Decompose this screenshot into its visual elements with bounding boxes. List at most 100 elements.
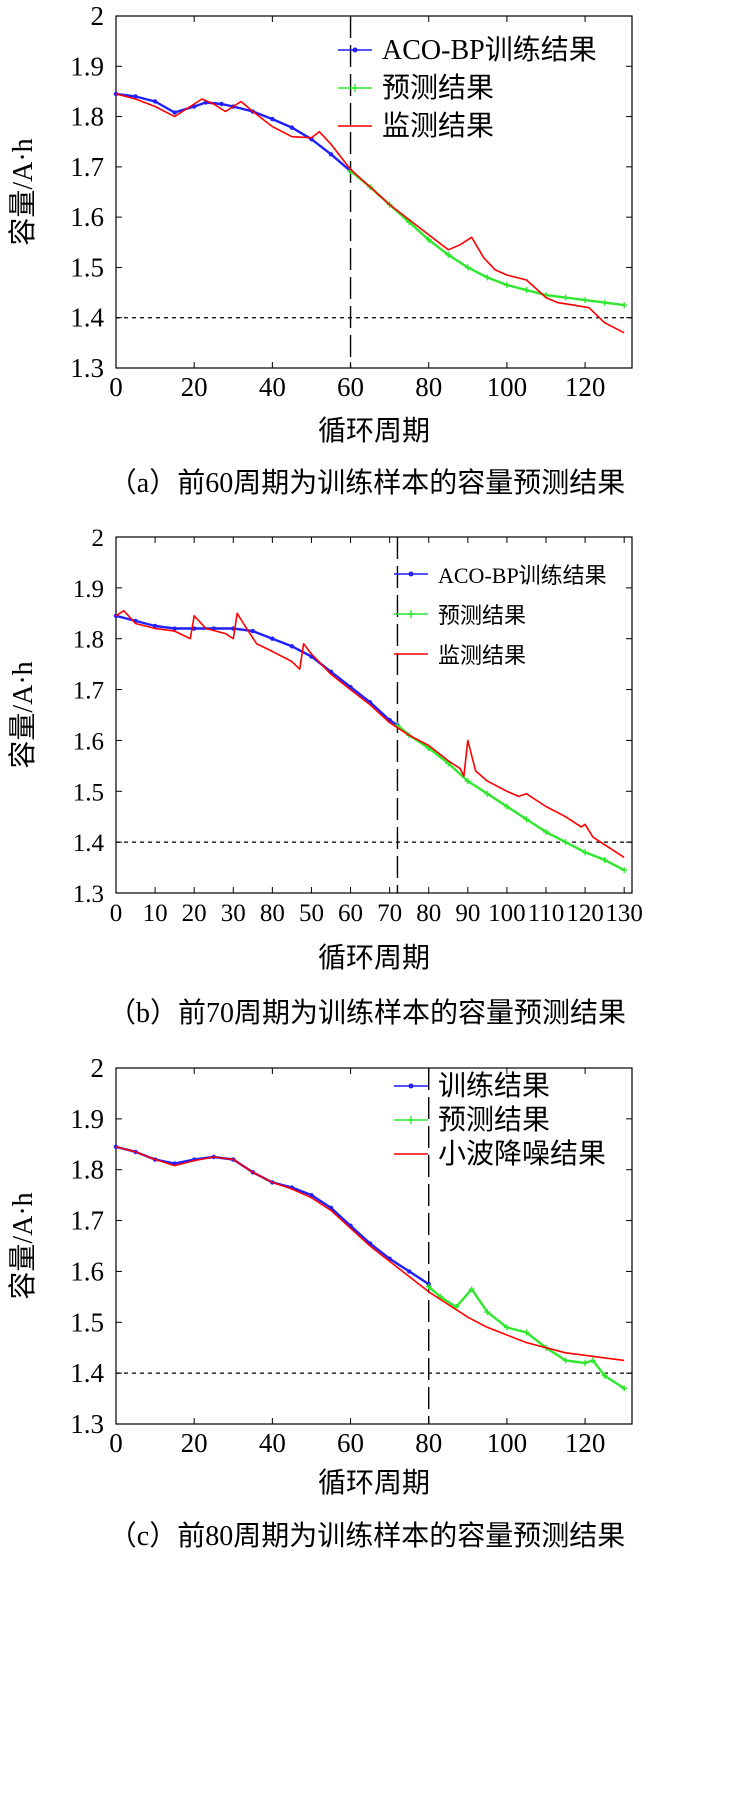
- legend-label: 小波降噪结果: [438, 1138, 606, 1170]
- x-tick-label: 60: [337, 372, 364, 402]
- data-point: [425, 236, 432, 243]
- data-point: [270, 636, 275, 641]
- data-point: [152, 623, 158, 629]
- y-tick-label: 1.9: [70, 51, 104, 81]
- data-point: [562, 294, 569, 301]
- data-point: [425, 1283, 432, 1290]
- y-tick-label: 2: [92, 525, 105, 552]
- chart-panel-b: 1.31.41.51.61.71.81.920 10 20 30 80 50 60 70 80 9…: [7, 525, 643, 1029]
- y-tick-label: 1.8: [70, 102, 104, 132]
- legend-marker: [351, 84, 359, 92]
- data-point: [484, 790, 491, 797]
- y-axis-title: 容量/A·h: [7, 138, 39, 245]
- x-axis-title: 循环周期: [318, 942, 430, 974]
- legend-label: 监测结果: [438, 643, 526, 668]
- x-tick-label: 50: [299, 900, 324, 927]
- x-tick-label: 0: [109, 372, 123, 402]
- data-point: [562, 839, 569, 846]
- data-point: [328, 152, 334, 157]
- y-tick-label: 1.8: [70, 1155, 104, 1185]
- x-tick-label: 20: [181, 372, 208, 402]
- x-tick-label: 80: [416, 900, 441, 927]
- data-point: [503, 282, 510, 289]
- y-tick-label: 1.6: [73, 728, 104, 755]
- data-point: [601, 1372, 608, 1379]
- y-tick-label: 1.3: [70, 1409, 104, 1439]
- series-line-2: [115, 1146, 625, 1362]
- legend-marker: [407, 610, 415, 618]
- data-point: [543, 828, 549, 835]
- chart-panel-a: 1.31.41.51.61.71.81.920 20 40 60 80 100 120ACO…: [7, 1, 633, 499]
- x-tick-label: 40: [259, 372, 286, 402]
- x-tick-label: 110: [528, 900, 565, 927]
- x-axis-title: 循环周期: [318, 415, 430, 447]
- data-point: [523, 287, 530, 294]
- y-tick-label: 1.8: [73, 627, 104, 654]
- y-tick-label: 1.9: [73, 576, 104, 603]
- legend-marker: [408, 571, 414, 577]
- data-point: [589, 1357, 596, 1364]
- x-tick-label: 0: [109, 1428, 123, 1458]
- legend-label: ACO-BP训练结果: [438, 563, 607, 588]
- data-point: [133, 94, 138, 99]
- figure-caption: （c）前80周期为训练样本的容量预测结果: [109, 1520, 625, 1552]
- data-point: [464, 778, 471, 785]
- x-tick-label: 10: [143, 900, 168, 927]
- data-point: [270, 116, 275, 122]
- x-tick-label: 80: [260, 900, 285, 927]
- y-tick-label: 1.7: [70, 152, 104, 182]
- y-tick-label: 1.4: [70, 303, 104, 333]
- y-tick-label: 1.5: [73, 779, 104, 806]
- data-point: [406, 1269, 412, 1274]
- data-point: [503, 1324, 510, 1331]
- x-tick-label: 80: [415, 372, 442, 402]
- data-point: [562, 1357, 569, 1364]
- legend-marker: [352, 47, 358, 53]
- data-point: [582, 849, 589, 856]
- x-tick-label: 20: [182, 900, 207, 927]
- data-point: [250, 628, 256, 634]
- legend-label: 预测结果: [438, 603, 526, 628]
- x-tick-label: 70: [377, 900, 402, 927]
- x-tick-label: 120: [566, 900, 604, 927]
- data-point: [289, 644, 295, 649]
- data-point: [484, 274, 491, 281]
- chart-panel-c: 1.31.41.51.61.71.81.920 20 40 60 80 100 120训练结…: [7, 1053, 633, 1552]
- x-tick-label: 90: [455, 900, 480, 927]
- plot-frame: [115, 1067, 633, 1425]
- y-tick-label: 1.9: [70, 1104, 104, 1134]
- legend-label: 预测结果: [438, 1104, 550, 1136]
- x-tick-label: 30: [221, 900, 246, 927]
- data-point: [172, 110, 177, 115]
- data-point: [464, 264, 471, 271]
- x-tick-label: 100: [487, 372, 528, 402]
- y-tick-label: 1.7: [70, 1206, 104, 1236]
- x-tick-label: 120: [565, 372, 606, 402]
- y-tick-label: 2: [91, 1053, 105, 1083]
- data-point: [172, 626, 177, 631]
- x-tick-label: 120: [565, 1428, 606, 1458]
- data-point: [484, 1309, 491, 1316]
- data-point: [152, 99, 158, 104]
- data-point: [601, 856, 608, 863]
- data-point: [468, 1286, 475, 1293]
- x-tick-label: 20: [181, 1428, 208, 1458]
- series-line-2: [115, 609, 625, 859]
- data-point: [621, 1385, 628, 1392]
- figure-caption: （a）前60周期为训练样本的容量预测结果: [109, 467, 625, 499]
- data-point: [523, 816, 530, 823]
- x-tick-label: 100: [488, 900, 526, 927]
- x-tick-label: 80: [415, 1428, 442, 1458]
- figure-caption: （b）前70周期为训练样本的容量预测结果: [108, 997, 626, 1029]
- data-point: [523, 1329, 530, 1336]
- legend-label: 预测结果: [382, 72, 494, 104]
- legend-label: ACO-BP训练结果: [382, 34, 597, 66]
- data-point: [601, 299, 608, 306]
- data-point: [309, 1192, 314, 1198]
- data-point: [219, 101, 224, 107]
- legend-label: 监测结果: [382, 110, 494, 142]
- legend-label: 训练结果: [438, 1070, 550, 1102]
- y-tick-label: 1.4: [73, 830, 105, 857]
